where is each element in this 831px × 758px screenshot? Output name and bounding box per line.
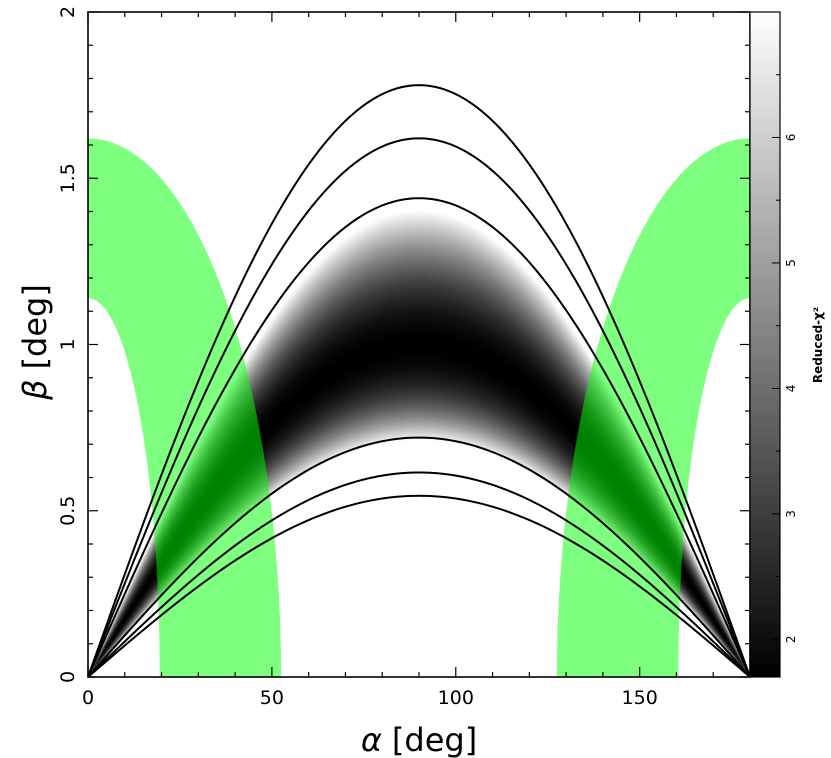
y-axis-ticks: 0 0.5 1 1.5 2 (57, 6, 750, 683)
colorbar-tick-label: 3 (784, 510, 798, 518)
colorbar: 2 3 4 5 6 Reduced-χ² (749, 11, 825, 678)
green-band-right (556, 138, 750, 677)
green-band-left (88, 138, 282, 677)
green-bands (88, 138, 750, 677)
colorbar-tick-label: 2 (784, 636, 798, 644)
contour-line-5 (88, 471, 750, 677)
y-axis-unit: [deg] (16, 284, 54, 369)
y-tick-label: 2 (57, 6, 79, 18)
contour-line-2 (88, 137, 750, 677)
contour-line-3 (88, 197, 750, 677)
x-tick-label: 0 (82, 687, 94, 709)
colorbar-title: Reduced-χ² (811, 307, 825, 383)
y-axis-title: β [deg] (16, 284, 54, 401)
y-tick-label: 1.5 (57, 163, 79, 193)
colorbar-gradient (750, 12, 780, 677)
colorbar-ticks: 2 3 4 5 6 (772, 74, 798, 644)
contour-line-1 (88, 84, 750, 677)
y-tick-label: 1 (57, 338, 79, 350)
contour-line-4 (88, 436, 750, 677)
x-axis-ticks: 0 50 100 150 (82, 12, 751, 709)
x-tick-label: 50 (260, 687, 284, 709)
plot-area: 0 50 100 150 0 0.5 1 1.5 2 (57, 6, 751, 709)
x-tick-label: 100 (438, 687, 474, 709)
svg-text:β[deg]: β [deg] (16, 284, 54, 401)
x-tick-label: 150 (622, 687, 658, 709)
svg-text:α[deg]: α [deg] (361, 721, 477, 758)
colorbar-tick-label: 6 (784, 134, 798, 142)
colorbar-tick-label: 5 (784, 259, 798, 267)
y-tick-label: 0 (57, 671, 79, 683)
x-axis-title: α [deg] (361, 721, 477, 758)
contour-lines (88, 84, 750, 677)
contour-line-6 (88, 494, 750, 677)
colorbar-tick-label: 4 (784, 385, 798, 393)
colorbar-frame (749, 11, 781, 678)
y-tick-label: 0.5 (57, 496, 79, 526)
x-axis-unit: [deg] (392, 721, 477, 758)
x-axis-symbol: α (361, 721, 382, 758)
y-axis-symbol: β (16, 379, 54, 400)
